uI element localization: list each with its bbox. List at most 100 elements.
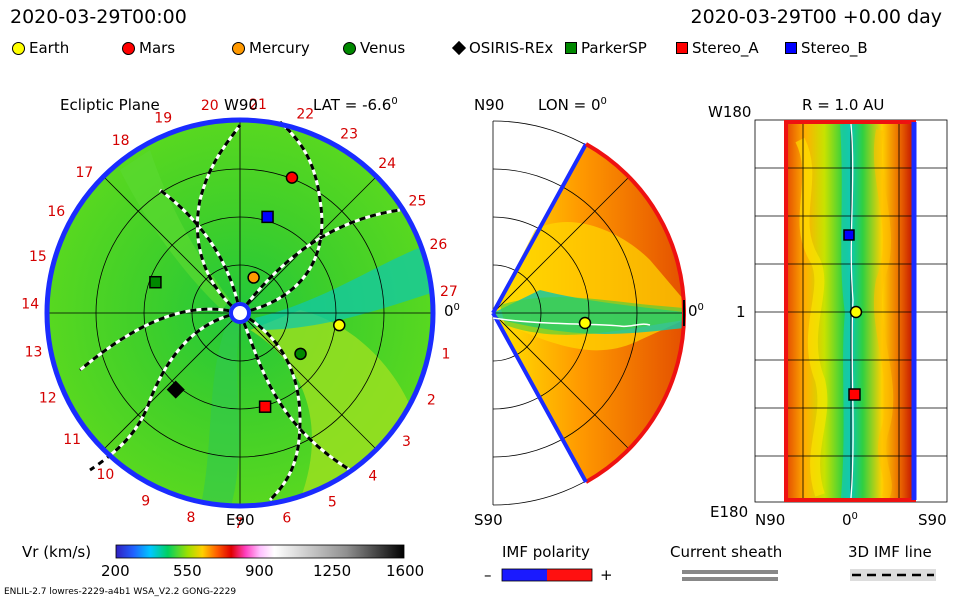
legend-label: Mars bbox=[139, 39, 176, 57]
meridional-top-label: N90 bbox=[474, 96, 505, 114]
ecliptic-title: Ecliptic Plane bbox=[60, 96, 160, 114]
carrington-label: 19 bbox=[154, 111, 172, 127]
imf-polarity-plus: + bbox=[600, 566, 613, 584]
osiris-rex-marker bbox=[166, 380, 185, 399]
carrington-label: 27 bbox=[440, 284, 458, 300]
meridional-right-label: 00 bbox=[688, 302, 704, 320]
ecliptic-bottom-label: E90 bbox=[226, 511, 255, 529]
meridional-earth-marker bbox=[578, 316, 592, 330]
map-stereo-a-marker bbox=[848, 388, 861, 401]
legend-label: ParkerSP bbox=[581, 39, 647, 57]
legend-label: Earth bbox=[29, 39, 70, 57]
carrington-label: 23 bbox=[340, 127, 358, 143]
carrington-label: 21 bbox=[249, 97, 267, 113]
colorbar-tick-1600: 1600 bbox=[386, 562, 425, 580]
map-x-left-label: N90 bbox=[755, 511, 786, 529]
ecliptic-panel bbox=[44, 117, 436, 509]
current-sheath-line-1 bbox=[682, 570, 778, 574]
model-info: ENLIL-2.7 lowres-2229-a4b1 WSA_V2.2 GONG… bbox=[4, 587, 237, 597]
carrington-label: 17 bbox=[75, 165, 93, 181]
stereo-a-marker-icon bbox=[676, 42, 688, 54]
colorbar-tick-550: 550 bbox=[173, 562, 202, 580]
carrington-label: 9 bbox=[141, 494, 150, 510]
carrington-label: 25 bbox=[409, 194, 427, 210]
sun-icon bbox=[229, 302, 251, 324]
earth-marker bbox=[333, 318, 346, 332]
legend-label: Stereo_B bbox=[801, 39, 868, 57]
earth-marker-icon bbox=[12, 41, 25, 55]
mercury-marker-icon bbox=[232, 41, 245, 55]
mars-marker-icon bbox=[122, 41, 135, 55]
legend-parkersp: ParkerSP bbox=[565, 38, 647, 58]
carrington-label: 18 bbox=[112, 133, 130, 149]
legend-stereo-a: Stereo_A bbox=[676, 38, 759, 58]
ecliptic-boundary bbox=[44, 117, 436, 509]
imf-polarity-positive bbox=[547, 569, 592, 581]
carrington-label: 4 bbox=[368, 469, 377, 485]
map-x-mid-value: 0 bbox=[842, 511, 852, 529]
current-sheath-line-2 bbox=[682, 577, 778, 581]
imf-line-label: 3D IMF line bbox=[848, 543, 932, 561]
map-title: R = 1.0 AU bbox=[802, 96, 885, 114]
ecliptic-lat-label: LAT = -6.60 bbox=[313, 96, 398, 114]
mer-right-value: 0 bbox=[688, 302, 698, 320]
stereo-a-marker bbox=[258, 400, 272, 413]
carrington-label: 16 bbox=[47, 204, 65, 220]
parkersp-marker-icon bbox=[565, 42, 577, 54]
meridional-panel bbox=[491, 120, 687, 506]
carrington-label: 6 bbox=[282, 511, 291, 527]
mercury-marker bbox=[247, 271, 260, 284]
meridional-lon-label: LON = 00 bbox=[538, 96, 607, 114]
carrington-label: 26 bbox=[429, 237, 447, 253]
right-timestamp: 2020-03-29T00 +0.00 day bbox=[690, 6, 942, 28]
colorbar-label: Vr (km/s) bbox=[22, 543, 92, 561]
current-sheath-label: Current sheath bbox=[670, 543, 783, 561]
map-x-right-label: S90 bbox=[918, 511, 947, 529]
legend-mars: Mars bbox=[122, 38, 175, 58]
map-x-mid-label: 00 bbox=[842, 511, 858, 529]
legend-earth: Earth bbox=[12, 38, 69, 58]
carrington-label: 5 bbox=[328, 495, 337, 511]
mars-marker bbox=[285, 171, 299, 184]
lat-value: LAT = -6.6 bbox=[313, 96, 392, 114]
carrington-label: 10 bbox=[96, 467, 114, 483]
carrington-label: 13 bbox=[25, 345, 43, 361]
legend-label: Venus bbox=[360, 39, 406, 57]
map-earth-marker bbox=[849, 305, 863, 319]
legend-stereo-b: Stereo_B bbox=[785, 38, 868, 58]
colorbar bbox=[115, 544, 405, 559]
carrington-label: 15 bbox=[29, 249, 47, 265]
right-value: 0 bbox=[444, 302, 454, 320]
legend-label: Stereo_A bbox=[692, 39, 759, 57]
carrington-label: 8 bbox=[187, 510, 196, 526]
colorbar-tick-200: 200 bbox=[101, 562, 130, 580]
venus-marker bbox=[294, 347, 307, 361]
ecliptic-grid bbox=[47, 120, 433, 506]
carrington-label: 1 bbox=[442, 347, 451, 363]
legend-venus: Venus bbox=[343, 38, 405, 58]
carrington-label: 22 bbox=[296, 106, 314, 122]
map-left-mid-label: 1 bbox=[736, 303, 746, 321]
left-timestamp: 2020-03-29T00:00 bbox=[10, 6, 187, 28]
carrington-label: 12 bbox=[39, 391, 57, 407]
imf-polarity-minus: – bbox=[484, 566, 492, 584]
legend-mercury: Mercury bbox=[232, 38, 310, 58]
imf-polarity-negative bbox=[502, 569, 547, 581]
carrington-label: 2 bbox=[427, 393, 436, 409]
carrington-label: 14 bbox=[21, 296, 39, 312]
imf-lines-dashed bbox=[79, 120, 401, 502]
imf-polarity-label: IMF polarity bbox=[502, 543, 590, 561]
carrington-label: 3 bbox=[402, 434, 411, 450]
ecliptic-top-label: W90 bbox=[224, 96, 258, 114]
lon-value: LON = 0 bbox=[538, 96, 601, 114]
legend-label: OSIRIS-REx bbox=[469, 39, 554, 57]
map-bottom-left-label: E180 bbox=[710, 503, 749, 521]
map-top-left-label: W180 bbox=[708, 103, 752, 121]
stereo-b-marker bbox=[261, 210, 274, 224]
carrington-label: 7 bbox=[234, 516, 243, 532]
carrington-label: 20 bbox=[201, 98, 219, 114]
legend-label: Mercury bbox=[249, 39, 310, 57]
ecliptic-objects bbox=[149, 171, 346, 413]
